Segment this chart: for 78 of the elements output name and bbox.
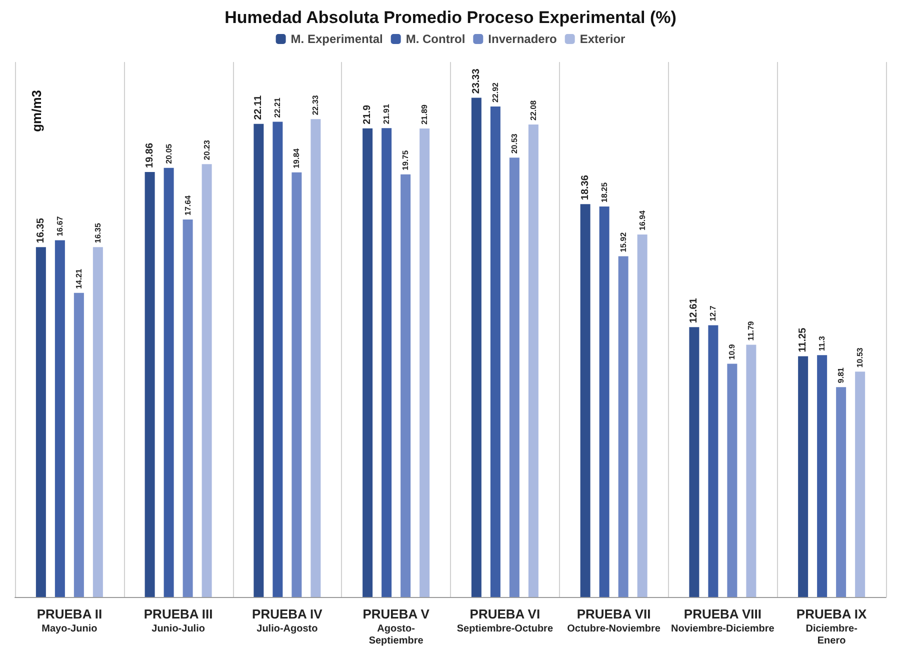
data-label: 22.33 xyxy=(311,94,320,116)
data-label: 22.21 xyxy=(273,97,282,118)
data-label: 21.89 xyxy=(420,104,430,125)
bar xyxy=(182,220,193,597)
bar xyxy=(164,168,174,597)
data-label: 22.11 xyxy=(253,94,264,120)
data-label: 15.92 xyxy=(618,232,628,252)
bar xyxy=(400,174,411,597)
x-tick-label: PRUEBA VIII Noviembre-Diciembre xyxy=(671,606,775,634)
x-tick-label: PRUEBA V Agosto- Septiembre xyxy=(362,606,430,646)
bar xyxy=(490,106,500,597)
x-tick-label: PRUEBA VI Septiembre-Octubre xyxy=(456,606,554,634)
data-label: 12.61 xyxy=(688,298,700,324)
data-label: 14.21 xyxy=(74,268,84,289)
data-label: 16.35 xyxy=(35,218,46,244)
data-label: 20.05 xyxy=(164,143,174,164)
legend-label: M. Experimental xyxy=(290,32,383,46)
bar xyxy=(727,364,738,597)
bar xyxy=(74,292,84,597)
data-label: 16.94 xyxy=(638,210,647,230)
bar xyxy=(202,164,212,597)
x-tick-label: PRUEBA IX Diciembre- Enero xyxy=(796,606,868,646)
bar xyxy=(272,122,283,597)
data-label: 16.35 xyxy=(93,222,102,244)
bar xyxy=(817,355,828,597)
data-label: 11.3 xyxy=(818,336,827,352)
data-label: 10.9 xyxy=(728,344,737,360)
data-label: 10.53 xyxy=(856,347,865,368)
x-tick-label: PRUEBA IV Julio-Agosto xyxy=(252,606,323,634)
bar xyxy=(618,256,628,597)
data-label: 19.84 xyxy=(292,148,302,168)
bar xyxy=(254,124,264,597)
data-label: 21.9 xyxy=(362,104,374,124)
bar xyxy=(689,327,700,597)
data-label: 17.64 xyxy=(183,194,192,216)
bar xyxy=(746,344,756,597)
data-label: 18.36 xyxy=(580,174,591,200)
data-label: 9.81 xyxy=(836,366,846,384)
bar xyxy=(362,128,373,597)
bar xyxy=(144,172,155,597)
legend-label: M. Control xyxy=(406,32,466,46)
bar xyxy=(708,325,718,597)
legend-label: Exterior xyxy=(580,32,626,46)
data-label: 23.33 xyxy=(470,68,482,94)
x-tick-label: PRUEBA III Junio-Julio xyxy=(144,606,213,634)
bar xyxy=(599,206,610,597)
data-label: 22.92 xyxy=(490,82,500,103)
y-axis-title: gm/m3 xyxy=(29,90,44,132)
bar xyxy=(836,387,846,597)
x-tick-label: PRUEBA VII Octubre-Noviembre xyxy=(567,606,661,634)
bar xyxy=(637,234,648,597)
data-label: 21.91 xyxy=(382,104,392,124)
bar xyxy=(580,204,590,597)
bar xyxy=(420,128,430,597)
x-tick-label: PRUEBA II Mayo-Junio xyxy=(36,606,102,634)
chart-title: Humedad Absoluta Promedio Proceso Experimental (%) xyxy=(224,8,676,27)
bar xyxy=(471,98,482,597)
bar xyxy=(36,247,46,597)
bar xyxy=(310,119,321,597)
bar xyxy=(382,128,392,597)
data-label: 22.08 xyxy=(528,100,538,120)
data-label: 20.23 xyxy=(202,140,212,160)
data-label: 19.86 xyxy=(144,142,156,168)
data-label: 16.67 xyxy=(55,216,64,236)
bar xyxy=(855,372,866,597)
bar xyxy=(509,158,520,597)
data-label: 19.75 xyxy=(401,150,410,170)
bar xyxy=(528,124,538,597)
data-label: 11.25 xyxy=(798,327,809,352)
data-label: 18.25 xyxy=(600,182,609,202)
bar xyxy=(798,356,808,597)
data-label: 12.7 xyxy=(708,305,718,322)
legend-label: Invernadero xyxy=(488,32,557,46)
bar xyxy=(54,240,65,597)
bar xyxy=(292,172,302,597)
bar xyxy=(92,247,103,597)
data-label: 11.79 xyxy=(746,320,756,341)
data-label: 20.53 xyxy=(510,133,519,154)
